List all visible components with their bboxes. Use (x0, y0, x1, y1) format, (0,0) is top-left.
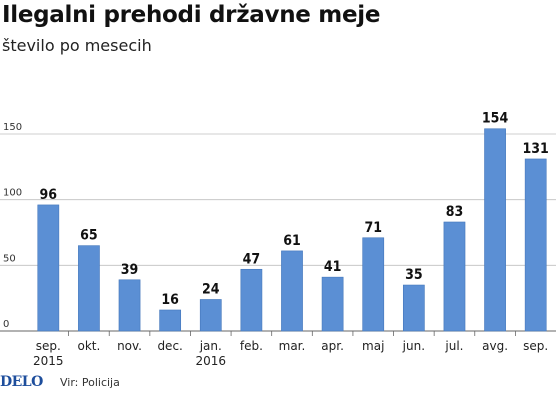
bar (281, 250, 303, 332)
bar (199, 299, 222, 332)
chart-subtitle: število po mesecih (2, 36, 152, 55)
bar (484, 128, 506, 332)
x-tick-label-line: jan. (199, 339, 222, 353)
data-label: 154 (482, 111, 509, 127)
x-tick-label-line: maj (362, 339, 384, 353)
data-label: 41 (324, 259, 342, 275)
chart-title: Ilegalni prehodi državne meje (2, 2, 381, 28)
data-label: 16 (161, 292, 179, 308)
x-tick-label: maj (362, 339, 384, 353)
x-tick-label: jan. 2016 (195, 339, 226, 368)
data-label: 47 (243, 251, 261, 267)
data-label: 24 (202, 281, 220, 297)
x-tick-label-line: dec. (157, 339, 182, 353)
y-tick-label: 50 (3, 253, 16, 264)
data-label: 65 (80, 228, 98, 244)
x-tick-label-line: 2016 (195, 354, 226, 368)
y-tick-label: 100 (3, 188, 22, 199)
data-labels: 96 65 39 16 24 47 61 41 71 35 83 154 131 (40, 111, 549, 308)
bar (118, 279, 141, 332)
x-tick-label-line: okt. (78, 339, 101, 353)
bar-chart: 0 50 100 150 96 65 39 16 24 47 61 41 71 35 83 154 131 s… (0, 111, 556, 368)
data-label: 71 (364, 220, 382, 236)
x-tick-label-line: jun. (402, 339, 425, 353)
x-tick-label: jul. (444, 339, 463, 353)
x-tick-label-line: apr. (321, 339, 344, 353)
source-note: Vir: Policija (60, 376, 120, 389)
x-tick-label: okt. (78, 339, 101, 353)
x-tick-label: avg. (482, 339, 508, 353)
bar (524, 158, 547, 332)
y-tick-label: 150 (3, 122, 22, 133)
x-tick-label-line: mar. (279, 339, 306, 353)
x-tick-label: jun. (402, 339, 425, 353)
data-label: 35 (405, 267, 423, 283)
bar (321, 276, 344, 332)
x-tick-label-line: sep. (36, 339, 61, 353)
bar (159, 309, 182, 332)
bar (443, 221, 466, 332)
x-tick-label: feb. (240, 339, 263, 353)
data-label: 39 (121, 262, 139, 278)
bars (37, 128, 547, 332)
x-tick-label-line: nov. (117, 339, 142, 353)
x-tick-label: mar. (279, 339, 306, 353)
x-tick-label: sep. 2015 (33, 339, 64, 368)
x-tick-label: nov. (117, 339, 142, 353)
data-label: 131 (523, 141, 549, 157)
y-tick-label: 0 (3, 319, 9, 330)
x-tick-label-line: feb. (240, 339, 263, 353)
x-tick-label: dec. (157, 339, 182, 353)
x-tick-label: sep. (523, 339, 548, 353)
bar (402, 284, 425, 332)
x-tick-label-line: 2015 (33, 354, 64, 368)
x-tick-label-line: jul. (444, 339, 463, 353)
data-label: 83 (446, 204, 464, 220)
bar (362, 237, 385, 332)
bar (37, 204, 60, 332)
x-tick-label-line: sep. (523, 339, 548, 353)
x-tick-label-line: avg. (482, 339, 508, 353)
bar (78, 245, 100, 332)
y-axis-ticks: 0 50 100 150 (3, 122, 22, 330)
bar (240, 268, 263, 332)
x-tick-label: apr. (321, 339, 344, 353)
delo-logo: DELO (0, 374, 43, 390)
data-label: 96 (40, 187, 58, 203)
data-label: 61 (283, 233, 301, 249)
